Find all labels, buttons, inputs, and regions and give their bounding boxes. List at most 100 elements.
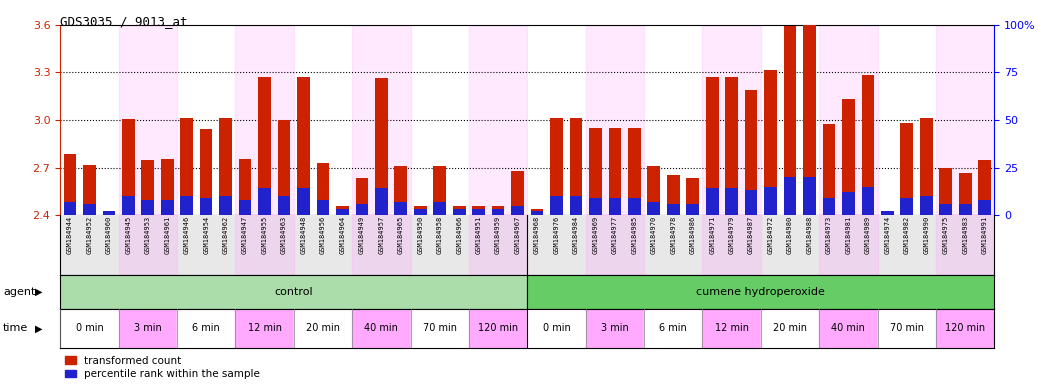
Bar bbox=[83, 204, 95, 215]
Bar bbox=[161, 200, 173, 215]
Text: GSM184956: GSM184956 bbox=[320, 216, 326, 255]
Text: GSM184946: GSM184946 bbox=[184, 216, 190, 255]
Text: GSM184945: GSM184945 bbox=[126, 216, 132, 255]
Text: GSM184983: GSM184983 bbox=[962, 216, 968, 255]
Text: GSM184985: GSM184985 bbox=[631, 216, 637, 255]
Bar bbox=[453, 209, 465, 215]
Text: time: time bbox=[3, 323, 28, 333]
Bar bbox=[356, 178, 368, 215]
Bar bbox=[434, 166, 446, 215]
Text: GDS3035 / 9013_at: GDS3035 / 9013_at bbox=[60, 15, 188, 28]
Bar bbox=[703, 215, 761, 275]
Text: GSM184957: GSM184957 bbox=[378, 216, 384, 255]
Bar bbox=[590, 198, 602, 215]
Bar bbox=[278, 120, 291, 215]
Bar bbox=[803, 23, 816, 215]
Text: 70 min: 70 min bbox=[422, 323, 457, 333]
Bar bbox=[297, 77, 309, 215]
Text: GSM184978: GSM184978 bbox=[671, 216, 677, 255]
Bar bbox=[726, 77, 738, 215]
Legend: transformed count, percentile rank within the sample: transformed count, percentile rank withi… bbox=[65, 356, 261, 379]
Bar bbox=[317, 163, 329, 215]
Bar bbox=[200, 198, 213, 215]
Text: GSM184974: GSM184974 bbox=[884, 216, 891, 255]
Bar bbox=[819, 25, 878, 215]
Bar bbox=[842, 99, 854, 215]
Text: GSM184966: GSM184966 bbox=[456, 216, 462, 255]
Text: 120 min: 120 min bbox=[479, 323, 518, 333]
Bar bbox=[628, 128, 640, 215]
Bar bbox=[819, 215, 878, 275]
Text: GSM184990: GSM184990 bbox=[923, 216, 929, 255]
Bar bbox=[648, 166, 660, 215]
Bar bbox=[512, 205, 524, 215]
Bar bbox=[352, 25, 411, 215]
Bar bbox=[103, 213, 115, 215]
Bar bbox=[411, 309, 469, 348]
Text: GSM184955: GSM184955 bbox=[262, 216, 268, 255]
Bar bbox=[527, 309, 585, 348]
Text: GSM184953: GSM184953 bbox=[144, 216, 151, 255]
Bar bbox=[414, 209, 427, 215]
Bar bbox=[823, 198, 836, 215]
Bar bbox=[667, 175, 680, 215]
Bar bbox=[648, 202, 660, 215]
Bar bbox=[394, 166, 407, 215]
Bar bbox=[936, 25, 994, 215]
Text: GSM184975: GSM184975 bbox=[943, 216, 949, 255]
Text: GSM184981: GSM184981 bbox=[845, 216, 851, 255]
Bar bbox=[628, 198, 640, 215]
Bar bbox=[901, 198, 913, 215]
Bar bbox=[336, 206, 349, 215]
Text: 3 min: 3 min bbox=[601, 323, 629, 333]
Text: 6 min: 6 min bbox=[659, 323, 687, 333]
Text: 12 min: 12 min bbox=[247, 323, 281, 333]
Bar bbox=[667, 204, 680, 215]
Text: GSM184971: GSM184971 bbox=[709, 216, 715, 255]
Text: GSM184988: GSM184988 bbox=[807, 216, 813, 255]
Text: GSM184951: GSM184951 bbox=[475, 216, 482, 255]
Bar bbox=[60, 275, 527, 309]
Bar bbox=[317, 200, 329, 215]
Text: 12 min: 12 min bbox=[714, 323, 748, 333]
Bar bbox=[823, 124, 836, 215]
Text: GSM184959: GSM184959 bbox=[495, 216, 501, 255]
Text: GSM184952: GSM184952 bbox=[86, 216, 92, 255]
Bar bbox=[745, 90, 758, 215]
Bar bbox=[530, 211, 543, 215]
Bar bbox=[959, 173, 972, 215]
Bar bbox=[200, 129, 213, 215]
Bar bbox=[352, 309, 411, 348]
Bar bbox=[764, 70, 776, 215]
Text: GSM184965: GSM184965 bbox=[398, 216, 404, 255]
Bar bbox=[161, 159, 173, 215]
Bar bbox=[881, 213, 894, 215]
Bar bbox=[784, 26, 796, 215]
Text: GSM184986: GSM184986 bbox=[689, 216, 695, 255]
Text: GSM184991: GSM184991 bbox=[982, 216, 988, 255]
Text: 6 min: 6 min bbox=[192, 323, 220, 333]
Text: GSM184984: GSM184984 bbox=[573, 216, 579, 255]
Bar bbox=[819, 309, 877, 348]
Bar bbox=[394, 202, 407, 215]
Bar bbox=[352, 215, 410, 275]
Text: 20 min: 20 min bbox=[306, 323, 340, 333]
Bar bbox=[686, 178, 699, 215]
Text: 20 min: 20 min bbox=[773, 323, 808, 333]
Text: GSM184961: GSM184961 bbox=[164, 216, 170, 255]
Bar bbox=[472, 209, 485, 215]
Text: GSM184969: GSM184969 bbox=[593, 216, 599, 255]
Text: 120 min: 120 min bbox=[946, 323, 985, 333]
Bar bbox=[608, 198, 621, 215]
Bar bbox=[877, 309, 936, 348]
Bar bbox=[901, 123, 913, 215]
Bar bbox=[239, 159, 251, 215]
Bar bbox=[294, 309, 352, 348]
Text: GSM184989: GSM184989 bbox=[865, 216, 871, 255]
Text: GSM184949: GSM184949 bbox=[359, 216, 365, 255]
Text: 0 min: 0 min bbox=[76, 323, 103, 333]
Text: GSM184987: GSM184987 bbox=[748, 216, 755, 255]
Bar bbox=[644, 309, 703, 348]
Bar bbox=[492, 209, 504, 215]
Text: ▶: ▶ bbox=[35, 323, 43, 333]
